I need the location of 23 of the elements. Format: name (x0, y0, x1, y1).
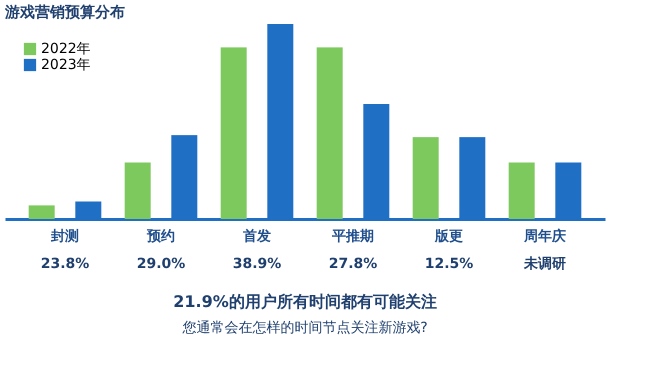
x-tick-label: 周年庆 (523, 228, 566, 244)
text: 未调研 (523, 256, 566, 272)
bar (220, 47, 247, 219)
legend-label: 2022年 (41, 41, 91, 57)
text: 27.8% (328, 256, 378, 272)
x-tick-label: 首发 (242, 228, 271, 244)
bar (316, 47, 343, 219)
bar (412, 137, 439, 219)
x-tick-label: 版更 (434, 228, 463, 244)
x-tick-label: 封测 (50, 228, 79, 244)
x-tick-label: 平推期 (331, 228, 374, 244)
text: 38.9% (232, 256, 282, 272)
bar (28, 205, 55, 219)
text: 12.5% (424, 256, 474, 272)
bar (124, 162, 151, 219)
x-tick-label: 预约 (146, 228, 175, 244)
text: 21.9%的用户所有时间都有可能关注 (173, 292, 437, 311)
text: 23.8% (40, 256, 90, 272)
bar (508, 162, 535, 219)
text: 您通常会在怎样的时间节点关注新游戏? (181, 320, 428, 336)
chart-title: 游戏营销预算分布 (4, 3, 125, 21)
text: 29.0% (136, 256, 186, 272)
legend-label: 2023年 (41, 57, 91, 73)
